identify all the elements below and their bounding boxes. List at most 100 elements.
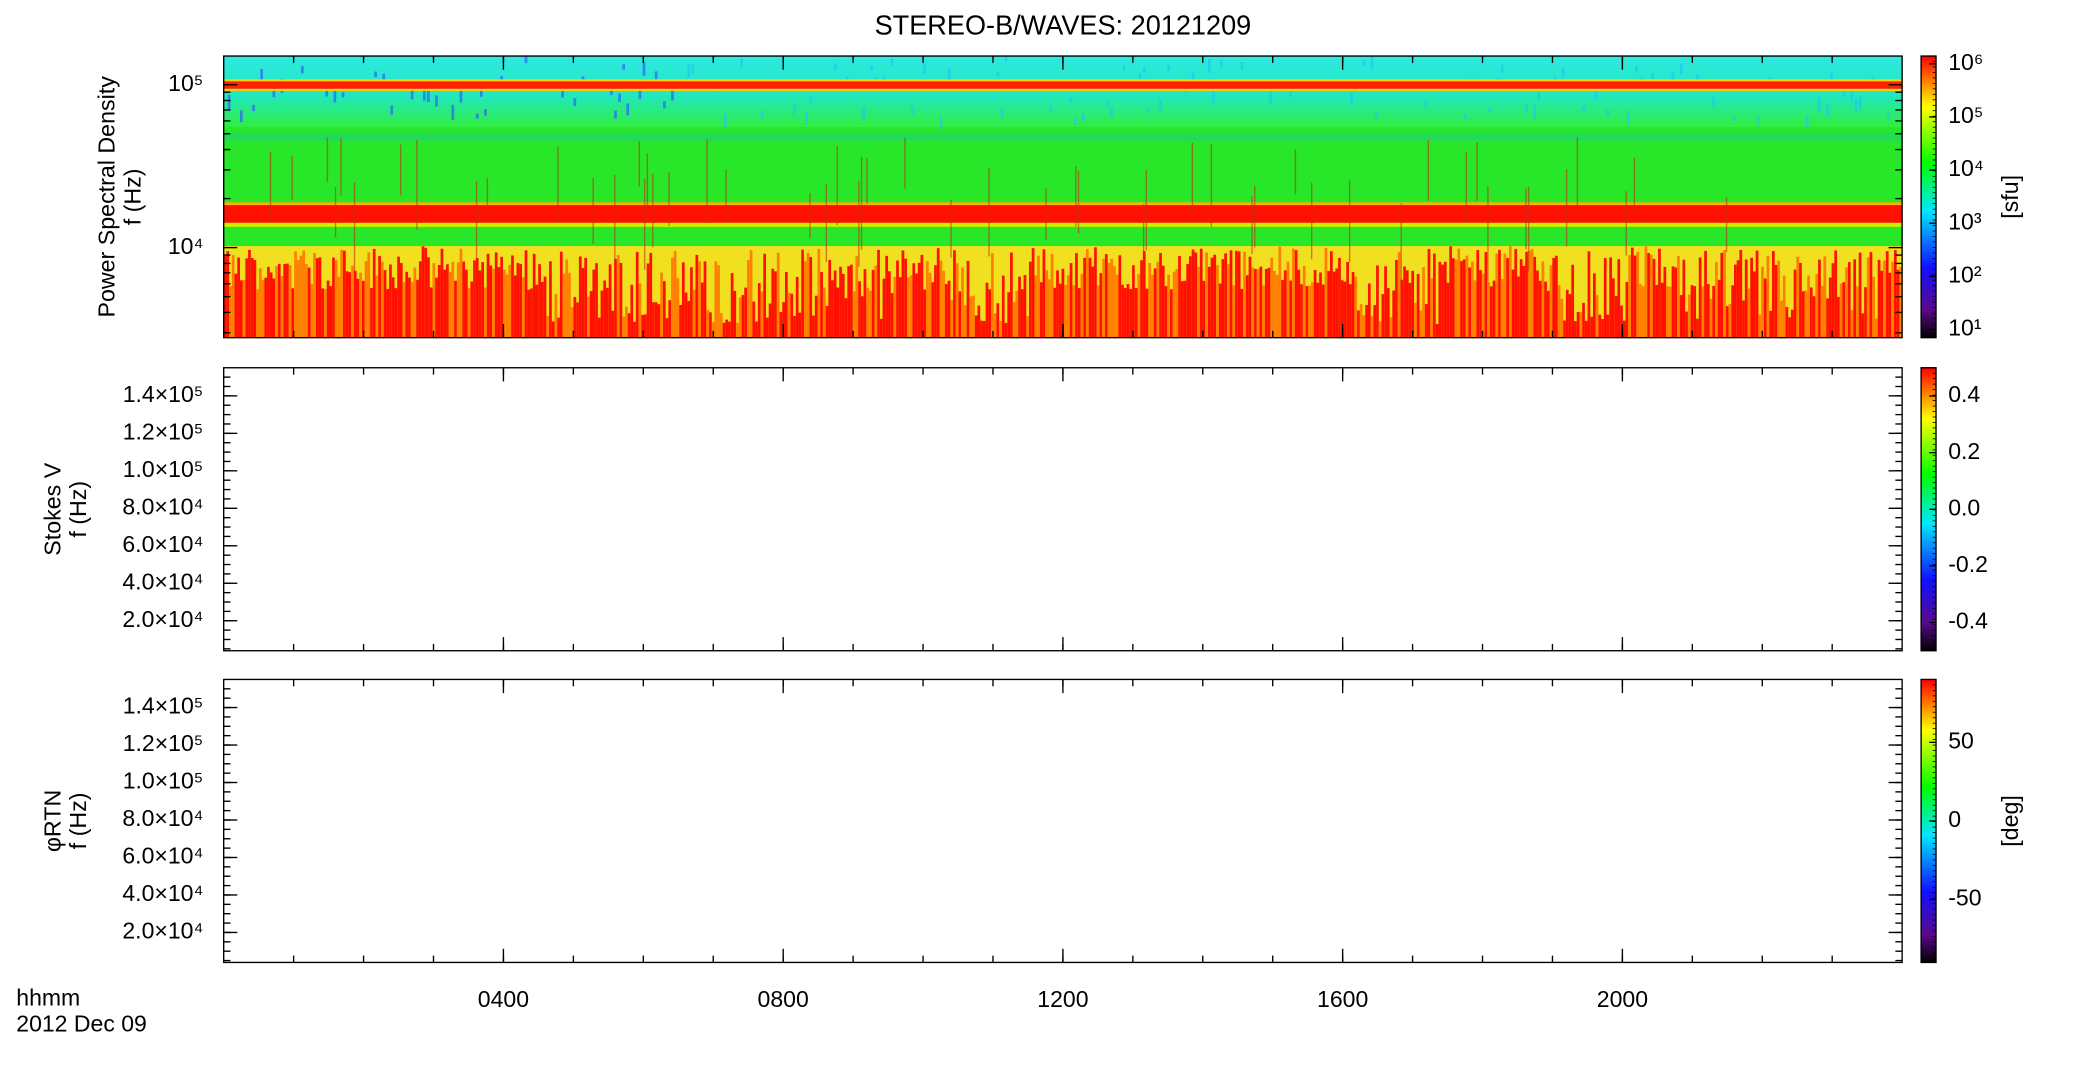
spectrogram-stripe [1329, 251, 1333, 338]
spectrogram-stripe [625, 306, 628, 338]
spectrogram-stripe [1837, 296, 1840, 338]
spectrogram-speckle [1626, 110, 1630, 126]
spectrogram-stripe [1308, 285, 1312, 338]
spectrogram-spike [1077, 170, 1080, 234]
spectrogram-stripe [991, 253, 994, 338]
x-tick-label: 2000 [1597, 986, 1648, 1012]
y-tick-label: 6.0×10⁴ [122, 843, 203, 869]
colorbar-tick-label: 0.2 [1948, 438, 1980, 464]
spectrogram-speckle [581, 76, 585, 82]
spectrogram-stripe [969, 296, 973, 338]
spectrogram-stripe [1267, 267, 1271, 338]
spectrogram-stripe [679, 305, 682, 338]
spectrogram-stripe [1774, 264, 1778, 338]
spectrogram-stripe [589, 291, 593, 338]
spectrogram-stripe [540, 281, 544, 338]
spectrogram-stripe [1094, 247, 1097, 338]
spectrogram-speckle [1533, 104, 1537, 119]
spectrogram-stripe [1034, 275, 1038, 338]
spectrogram-stripe [448, 271, 452, 338]
spectrogram-stripe [1734, 264, 1737, 338]
spectrogram-stripe [725, 319, 729, 338]
spectrogram-stripe [1826, 298, 1829, 338]
spectrogram-stripe [763, 253, 767, 338]
spectrogram-stripe [380, 261, 384, 338]
spectrogram-stripe [508, 264, 512, 338]
spectrogram-stripe [1400, 279, 1404, 338]
spectrogram-stripe [1332, 271, 1336, 338]
spectrogram-stripe [782, 302, 785, 338]
spectrogram-stripe [1113, 266, 1116, 338]
spectrogram-speckle [1374, 111, 1378, 118]
spectrogram-spike [1142, 204, 1145, 286]
spectrogram-stripe [1424, 304, 1428, 338]
spectrogram-stripe [337, 276, 341, 338]
spectrogram-stripe [1470, 261, 1474, 338]
spectrogram-stripe [456, 262, 460, 338]
spectrogram-stripe [435, 277, 438, 338]
spectrogram-faint-band [223, 132, 1903, 141]
spectrogram-stripe [1305, 286, 1309, 338]
spectrogram-stripe [1232, 285, 1236, 338]
spectrogram-stripe [1864, 287, 1867, 338]
spectrogram-stripe [530, 288, 533, 338]
spectrogram-stripe [1625, 281, 1629, 338]
spectrogram-stripe [1514, 248, 1518, 338]
spectrogram-stripe [741, 295, 745, 338]
spectrogram-stripe [1311, 282, 1314, 338]
spectrogram-stripe [513, 275, 517, 338]
spectrogram-stripe [361, 280, 365, 338]
spectrogram-stripe [389, 264, 392, 338]
spectrogram-stripe [1660, 282, 1664, 338]
spectrogram-stripe [1704, 250, 1707, 338]
spectrogram-stripe [1262, 285, 1265, 338]
spectrogram-stripe [1297, 269, 1301, 338]
spectrogram-stripe [1818, 259, 1821, 338]
spectrogram-stripe [1649, 254, 1653, 338]
spectrogram-stripe [359, 272, 362, 338]
spectrogram-stripe [277, 263, 281, 338]
spectrogram-stripe [1007, 292, 1011, 338]
spectrogram-stripe [944, 284, 948, 338]
spectrogram-speckle [1069, 97, 1073, 103]
spectrogram-speckle [996, 72, 1000, 77]
spectrogram-stripe [600, 290, 604, 338]
spectrogram-speckle [687, 64, 691, 77]
spectrogram-stripe [934, 265, 937, 338]
spectrogram-stripe [1319, 272, 1322, 338]
spectrogram-stripe [1175, 269, 1179, 338]
spectrogram-stripe [1064, 285, 1067, 338]
spectrogram-stripe [1235, 250, 1238, 338]
spectrogram-speckle [890, 58, 894, 66]
spectrogram-stripe [475, 258, 479, 338]
spectrogram-stripe [1752, 271, 1756, 338]
spectrogram-stripe [803, 261, 807, 338]
spectrogram-stripe [676, 278, 680, 338]
spectrogram-speckle [1212, 88, 1215, 103]
spectrogram-stripe [1194, 252, 1198, 338]
spectrogram-stripe [1595, 295, 1599, 338]
spectrogram-stripe [250, 257, 254, 338]
spectrogram-stripe [1696, 318, 1699, 338]
spectrogram-stripe [1205, 252, 1208, 338]
spectrogram-speckle [642, 61, 646, 76]
spectrogram-stripe [1839, 283, 1843, 338]
spectrogram-stripe [690, 267, 693, 338]
spectrogram-speckle [1594, 91, 1598, 100]
spectrogram-stripe [1536, 270, 1539, 338]
spectrogram-spike [1465, 151, 1467, 223]
spectrogram-stripe [681, 262, 685, 338]
spectrogram-stripe [1091, 266, 1095, 338]
spectrogram-stripe [1376, 265, 1379, 338]
spectrogram-stripe [1790, 309, 1794, 338]
spectrogram-stripe [595, 263, 598, 338]
spectrogram-stripe [1668, 286, 1672, 338]
spectrogram-stripe [597, 317, 601, 338]
spectrogram-stripe [972, 295, 975, 338]
spectrogram-stripe [1544, 281, 1547, 338]
spectrogram-stripe [427, 257, 430, 338]
spectrogram-stripe [1582, 302, 1585, 338]
spectrogram-stripe [757, 283, 761, 338]
spectrogram-stripe [1503, 253, 1507, 338]
spectrogram-stripe [1061, 268, 1065, 338]
